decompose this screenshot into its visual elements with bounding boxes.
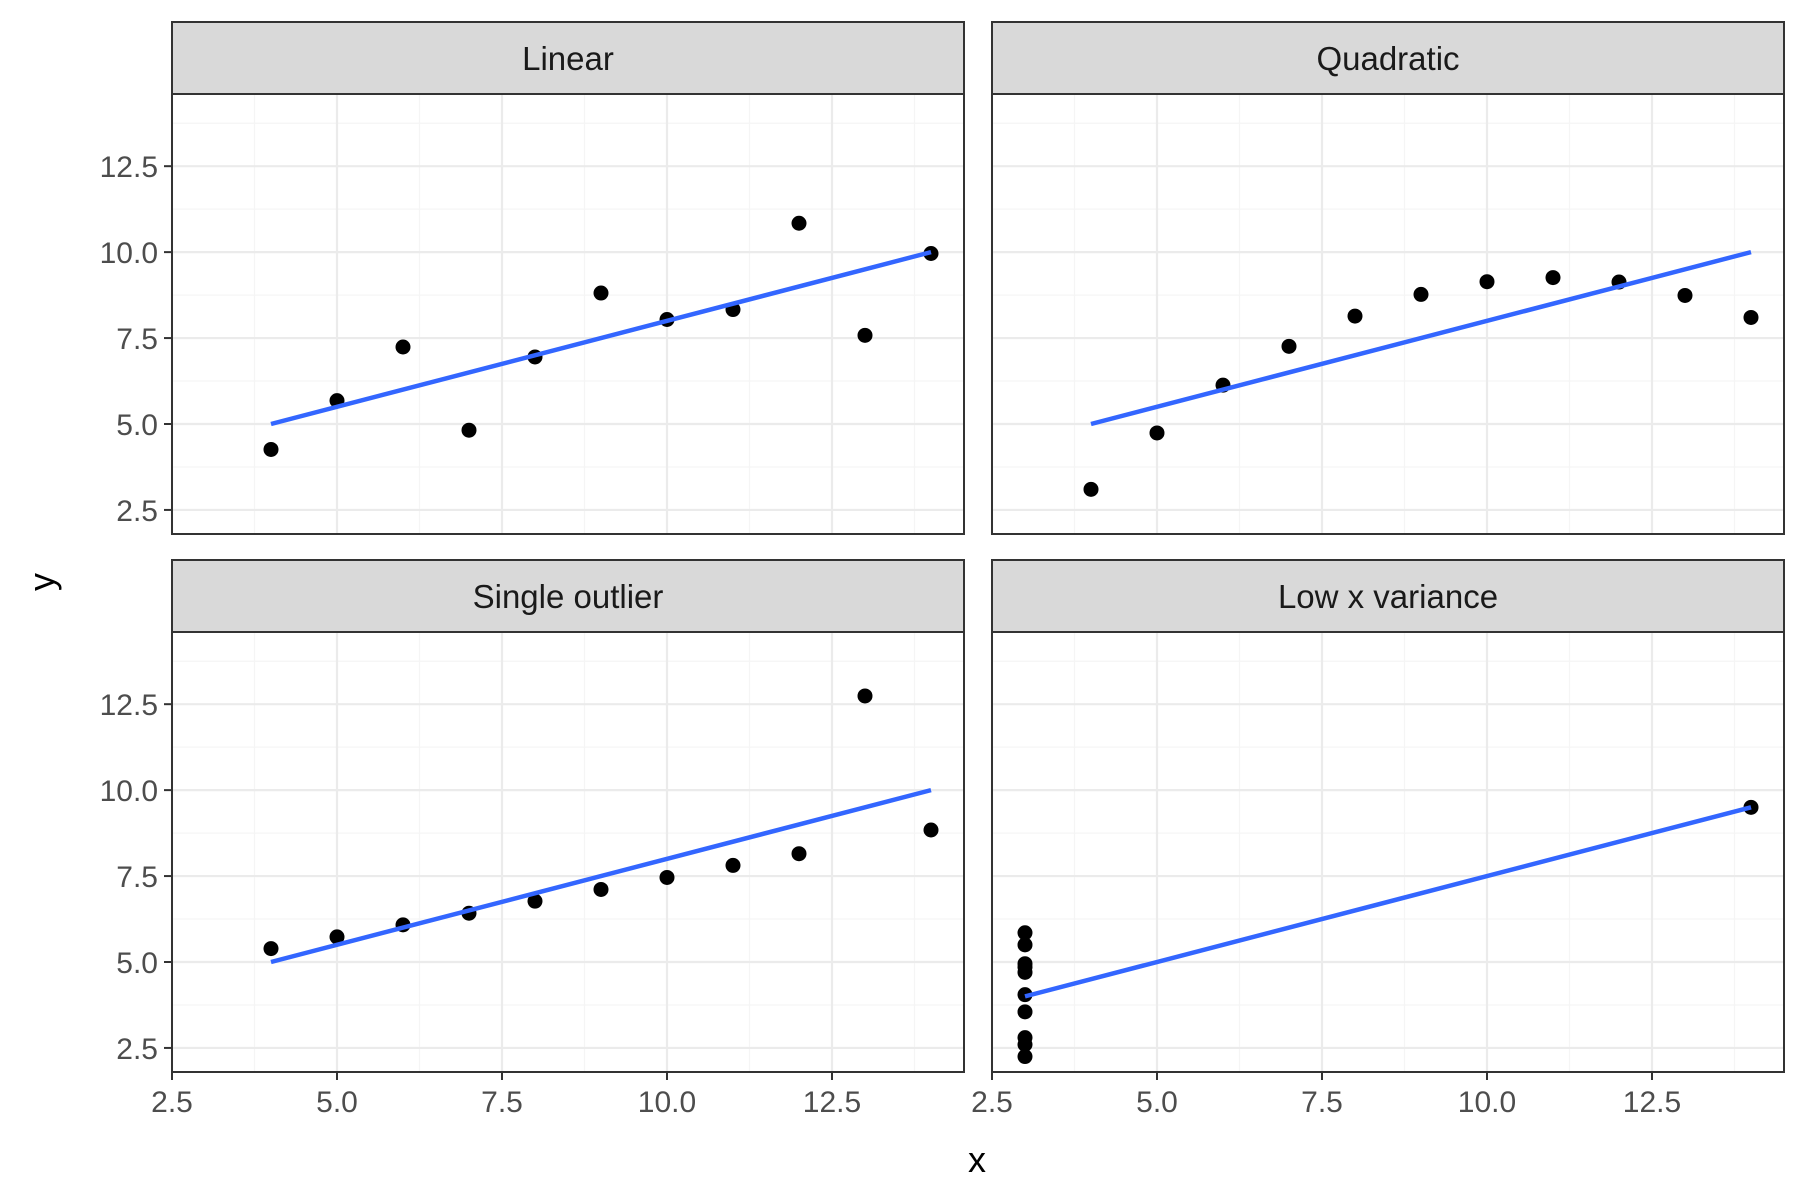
data-point	[593, 881, 609, 897]
x-tick-label: 7.5	[481, 1086, 523, 1119]
y-tick-label: 5.0	[116, 947, 158, 980]
data-point	[857, 688, 873, 704]
y-tick-label: 5.0	[116, 409, 158, 442]
fit-line	[270, 787, 932, 965]
data-point	[527, 893, 543, 909]
panel-border	[171, 631, 965, 1073]
panel-background	[172, 94, 964, 534]
data-point	[1347, 308, 1363, 324]
panel-grid	[170, 632, 964, 1072]
x-tick-label: 12.5	[803, 1086, 861, 1119]
data-point	[1479, 274, 1495, 290]
data-point	[1677, 287, 1693, 303]
data-point	[593, 285, 609, 301]
panel-data	[263, 688, 939, 965]
data-point	[1281, 338, 1297, 354]
y-tick-label: 2.5	[116, 495, 158, 528]
facet-title: Low x variance	[1278, 578, 1498, 615]
x-tick-label: 5.0	[1136, 1086, 1178, 1119]
data-point	[1083, 481, 1099, 497]
x-tick-label: 10.0	[1458, 1086, 1516, 1119]
data-point	[659, 869, 675, 885]
fit-line	[1024, 805, 1752, 999]
facet-strip	[171, 559, 965, 633]
data-point	[1017, 1004, 1033, 1020]
data-point	[857, 327, 873, 343]
data-point	[1743, 309, 1759, 325]
panel-data	[1017, 799, 1759, 1065]
data-point	[1545, 270, 1561, 286]
panel-data	[263, 215, 939, 457]
y-tick-label: 2.5	[116, 1033, 158, 1066]
panel-border	[171, 93, 965, 535]
axes-layer: 2.5 5.0 7.5 10.0 12.5 2.5 5.0 7.5 10.0 12.5 2.5 5.0…	[100, 151, 1682, 1119]
fit-line	[270, 249, 932, 427]
x-tick-label: 2.5	[971, 1086, 1013, 1119]
panel-grid	[170, 94, 964, 534]
facet-title: Linear	[522, 40, 614, 77]
y-tick-label: 7.5	[116, 861, 158, 894]
panels-layer: Linear Quadratic Single outlier Low x varia…	[170, 21, 1785, 1073]
data-point	[1017, 925, 1033, 941]
panel-4: Low x variance	[990, 559, 1785, 1073]
data-point	[791, 846, 807, 862]
x-tick-label: 5.0	[316, 1086, 358, 1119]
facet-title: Single outlier	[473, 578, 664, 615]
data-point	[923, 822, 939, 838]
panel-background	[992, 632, 1784, 1072]
panel-2: Quadratic	[990, 21, 1785, 535]
data-point	[1149, 425, 1165, 441]
data-point	[1017, 964, 1033, 980]
panel-border	[991, 93, 1785, 535]
y-tick-label: 7.5	[116, 323, 158, 356]
y-axis-title: y	[21, 573, 62, 591]
panel-background	[992, 94, 1784, 534]
x-tick-label: 7.5	[1301, 1086, 1343, 1119]
data-point	[791, 215, 807, 231]
data-point	[263, 941, 279, 957]
data-point	[395, 339, 411, 355]
x-tick-label: 12.5	[1623, 1086, 1681, 1119]
y-tick-label: 12.5	[100, 151, 158, 184]
facet-title: Quadratic	[1316, 40, 1459, 77]
panel-background	[172, 632, 964, 1072]
x-axis-title: x	[968, 1139, 986, 1180]
x-tick-label: 10.0	[638, 1086, 696, 1119]
panel-3: Single outlier	[170, 559, 965, 1073]
data-point	[725, 857, 741, 873]
facet-strip	[171, 21, 965, 95]
data-point	[1413, 286, 1429, 302]
panel-data	[1083, 249, 1759, 497]
data-point	[329, 929, 345, 945]
y-tick-label: 10.0	[100, 237, 158, 270]
data-point	[1017, 1049, 1033, 1065]
facet-strip	[991, 21, 1785, 95]
panel-1: Linear	[170, 21, 965, 535]
panel-border	[991, 631, 1785, 1073]
data-point	[461, 422, 477, 438]
facet-strip	[991, 559, 1785, 633]
data-point	[263, 441, 279, 457]
x-tick-label: 2.5	[151, 1086, 193, 1119]
y-tick-label: 12.5	[100, 689, 158, 722]
data-point	[1017, 1037, 1033, 1052]
data-point	[1017, 937, 1033, 953]
fit-line	[1090, 249, 1752, 427]
y-tick-label: 10.0	[100, 775, 158, 808]
